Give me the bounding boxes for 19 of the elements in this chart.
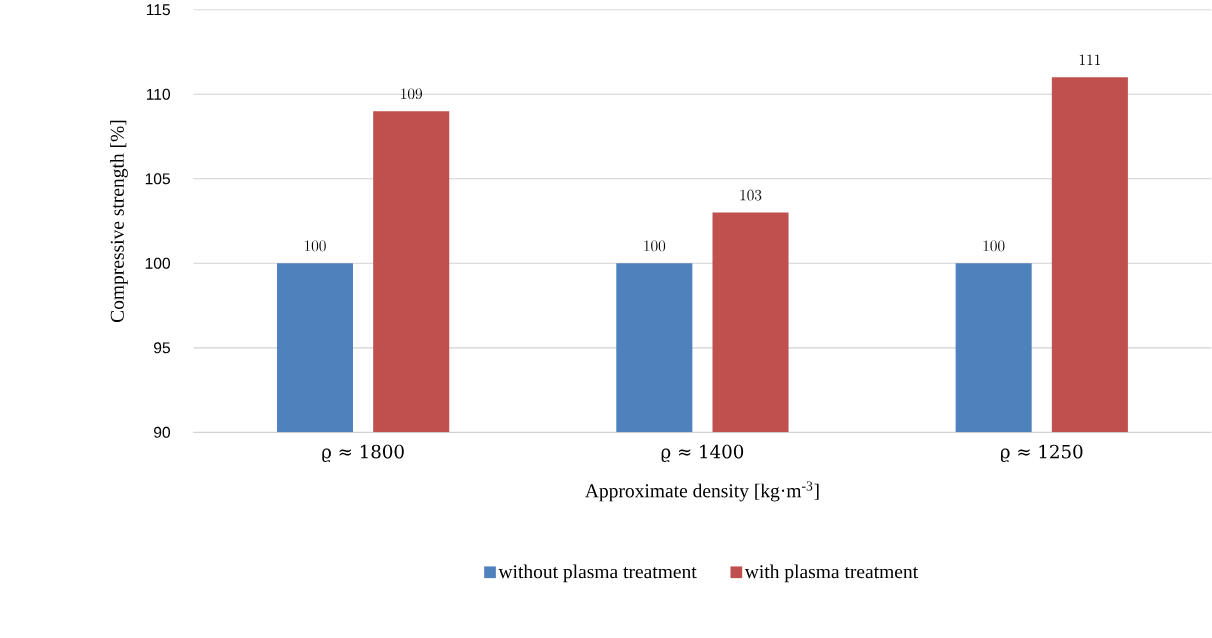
y-tick-label: 110 [146, 88, 171, 100]
data-label: 109 [401, 88, 422, 100]
data-label: 100 [983, 240, 1005, 252]
y-axis-title: Compressive strength [%] [110, 120, 128, 323]
x-tick-label: ϱ ≈ 1400 [661, 444, 744, 463]
data-label: 111 [1079, 54, 1101, 66]
y-tick-label: 105 [145, 173, 170, 185]
x-tick-label: ϱ ≈ 1250 [1000, 444, 1083, 463]
y-tick-label: 115 [146, 4, 170, 16]
data-label: 103 [740, 189, 762, 201]
y-tick-label: 100 [145, 257, 171, 269]
y-tick-label: 90 [154, 426, 171, 438]
x-axis-title: Approximate density [kg·m$^{-3}$] [585, 481, 819, 502]
legend-label: with plasma treatment [744, 564, 918, 583]
legend-label: without plasma treatment [498, 564, 697, 583]
x-tick-label: ϱ ≈ 1800 [322, 444, 404, 463]
y-tick-label: 95 [154, 342, 170, 354]
data-label: 100 [644, 240, 666, 252]
data-label: 100 [304, 240, 326, 252]
